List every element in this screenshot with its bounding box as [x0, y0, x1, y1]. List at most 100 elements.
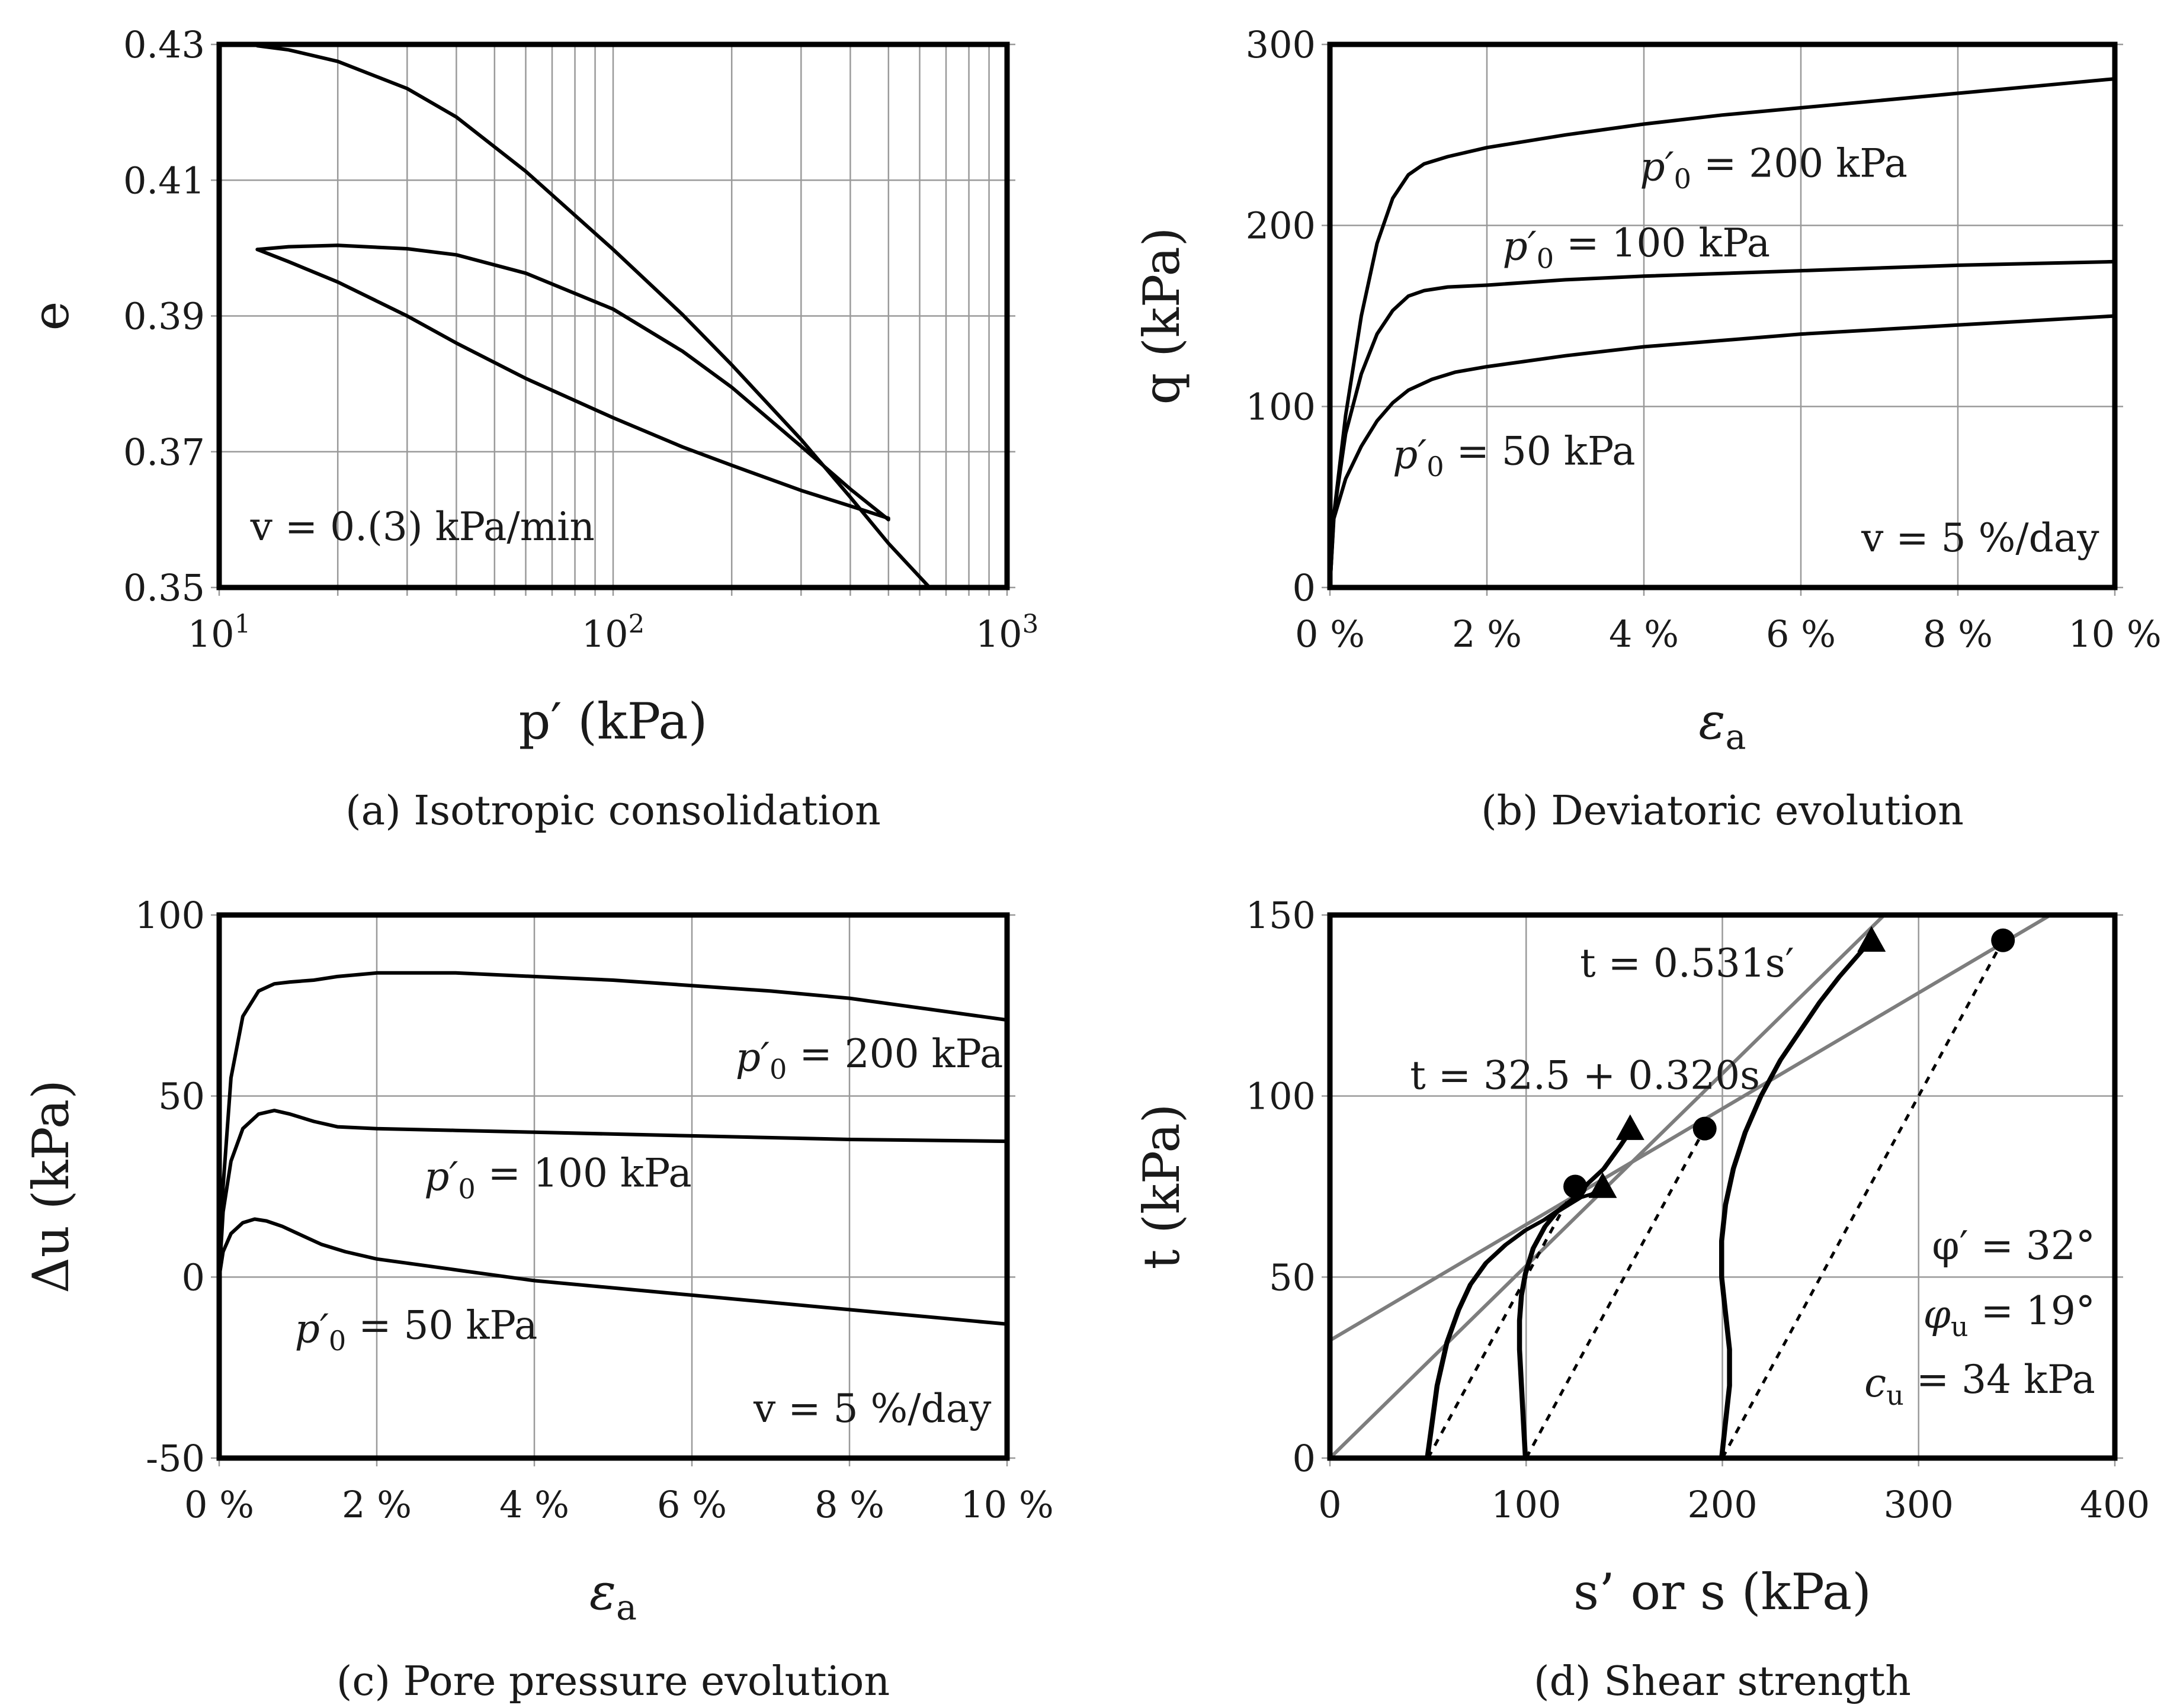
peak-marker-effective — [1588, 1172, 1617, 1198]
text-run: p′ — [736, 1035, 770, 1080]
subscript: u — [1886, 1379, 1904, 1411]
subscript: 0 — [1537, 243, 1554, 275]
x-tick-label: 400 — [2080, 1483, 2150, 1526]
y-tick-label: 50 — [1269, 1256, 1316, 1299]
text-run: = 200 kPa — [787, 1031, 1003, 1077]
x-axis-label: s’ or s (kPa) — [1573, 1563, 1871, 1621]
text-run: t = 32.5 + 0.320s — [1410, 1052, 1760, 1098]
text-run: = 100 kPa — [1554, 220, 1770, 266]
text-run: e — [22, 301, 80, 331]
effective-stress-path — [1518, 1184, 1605, 1458]
annotation: p′0​ = 50 kPa — [1393, 428, 1636, 483]
text-run: p′ — [1503, 224, 1537, 269]
text-run: t = 0.531s′ — [1580, 940, 1794, 986]
x-tick-label: 103 — [976, 609, 1039, 656]
tick-base: 10 — [976, 612, 1022, 656]
x-tick-label: 0 % — [1295, 612, 1365, 656]
grid-lines — [1322, 43, 2123, 596]
annotation: φu​ = 19° — [1923, 1288, 2095, 1343]
text-run: = 19° — [1969, 1288, 2095, 1334]
y-tick-label: 150 — [1246, 894, 1316, 937]
text-run: ε — [589, 1563, 616, 1621]
annotation: p′0​ = 200 kPa — [1640, 140, 1908, 195]
text-run: p′ — [295, 1306, 329, 1351]
text-run: p′ — [1393, 432, 1426, 477]
peak-marker-total — [1563, 1174, 1588, 1199]
plot-frame — [216, 41, 1010, 590]
plot-frame — [216, 912, 1010, 1461]
text-run: c — [1864, 1360, 1886, 1406]
annotation: cu​ = 34 kPa — [1864, 1357, 2095, 1411]
text-run: t (kPa) — [1133, 1104, 1191, 1270]
series-line — [1330, 259, 2115, 587]
caption: (c) Pore pressure evolution — [336, 1658, 890, 1705]
subscript: 0 — [1426, 451, 1444, 483]
text-run: v = 5 %/day — [1861, 515, 2099, 561]
annotation: v = 0.(3) kPa/min — [250, 504, 595, 550]
series-line — [255, 243, 890, 522]
text-run: = 34 kPa — [1904, 1357, 2095, 1402]
x-tick-label: 6 % — [1766, 612, 1836, 656]
subscript: u — [1951, 1311, 1969, 1343]
data-layer — [219, 971, 1007, 1326]
total-stress-path — [1426, 1186, 1577, 1458]
caption: (a) Isotropic consolidation — [345, 788, 881, 834]
x-tick-label: 0 % — [184, 1483, 254, 1526]
subscript: 0 — [458, 1173, 475, 1205]
fit-line — [1330, 915, 1887, 1458]
series-line — [219, 971, 1007, 1279]
text-run: = 50 kPa — [1444, 428, 1636, 474]
x-axis-label: εa​ — [589, 1563, 637, 1628]
text-run: = 50 kPa — [346, 1302, 537, 1348]
series-line — [1330, 77, 2115, 587]
x-tick-label: 10 % — [2068, 612, 2162, 656]
annotation: φ′ = 32° — [1932, 1223, 2095, 1269]
annotation: p′0​ = 200 kPa — [736, 1031, 1004, 1086]
y-tick-label: 0.39 — [123, 295, 205, 338]
data-layer — [1330, 77, 2115, 587]
x-tick-label: 102 — [582, 609, 645, 656]
tick-base: 10 — [188, 612, 235, 656]
x-tick-label: 8 % — [1923, 612, 1993, 656]
x-tick-label: 4 % — [499, 1483, 569, 1526]
text-run: s’ or s (kPa) — [1573, 1563, 1871, 1621]
annotation: t = 32.5 + 0.320s — [1410, 1052, 1760, 1098]
subscript: 0 — [770, 1054, 787, 1086]
y-tick-label: 0 — [1293, 566, 1316, 609]
y-axis-label: Δu (kPa) — [22, 1080, 80, 1293]
peak-marker-effective — [1857, 926, 1886, 952]
y-axis-label: q (kPa) — [1133, 227, 1191, 405]
fit-line — [1330, 915, 2054, 1342]
y-tick-label: 100 — [135, 894, 205, 937]
subscript: a — [616, 1587, 637, 1628]
y-tick-label: 100 — [1246, 385, 1316, 428]
text-run: p′ (kPa) — [519, 692, 708, 750]
x-axis-label: p′ (kPa) — [519, 692, 708, 750]
x-tick-label: 300 — [1884, 1483, 1954, 1526]
series-line — [219, 1217, 1007, 1326]
subscript: a — [1726, 717, 1746, 757]
subscript: 0 — [1674, 163, 1691, 195]
x-tick-label: 6 % — [657, 1483, 727, 1526]
y-tick-label: 0.41 — [123, 159, 205, 202]
peak-marker-total — [1991, 928, 2015, 952]
y-tick-label: 0 — [1293, 1437, 1316, 1480]
peak-marker-total — [1692, 1116, 1717, 1141]
y-tick-label: 0.35 — [123, 566, 205, 609]
annotation: p′0​ = 50 kPa — [295, 1302, 538, 1357]
y-tick-label: -50 — [146, 1437, 205, 1480]
plot-frame — [1327, 912, 2118, 1461]
text-run: v = 5 %/day — [753, 1386, 992, 1431]
series-line — [255, 248, 890, 521]
x-tick-label: 10 % — [960, 1483, 1054, 1526]
subscript: 0 — [329, 1325, 346, 1357]
text-run: p′ — [1640, 144, 1674, 190]
y-axis-label: e — [22, 301, 80, 331]
y-tick-label: 200 — [1246, 204, 1316, 248]
annotation: t = 0.531s′ — [1580, 940, 1794, 986]
x-tick-label: 2 % — [342, 1483, 412, 1526]
x-tick-label: 2 % — [1452, 612, 1522, 656]
plot-frame — [1327, 41, 2118, 590]
annotation: p′0​ = 100 kPa — [1503, 220, 1771, 275]
